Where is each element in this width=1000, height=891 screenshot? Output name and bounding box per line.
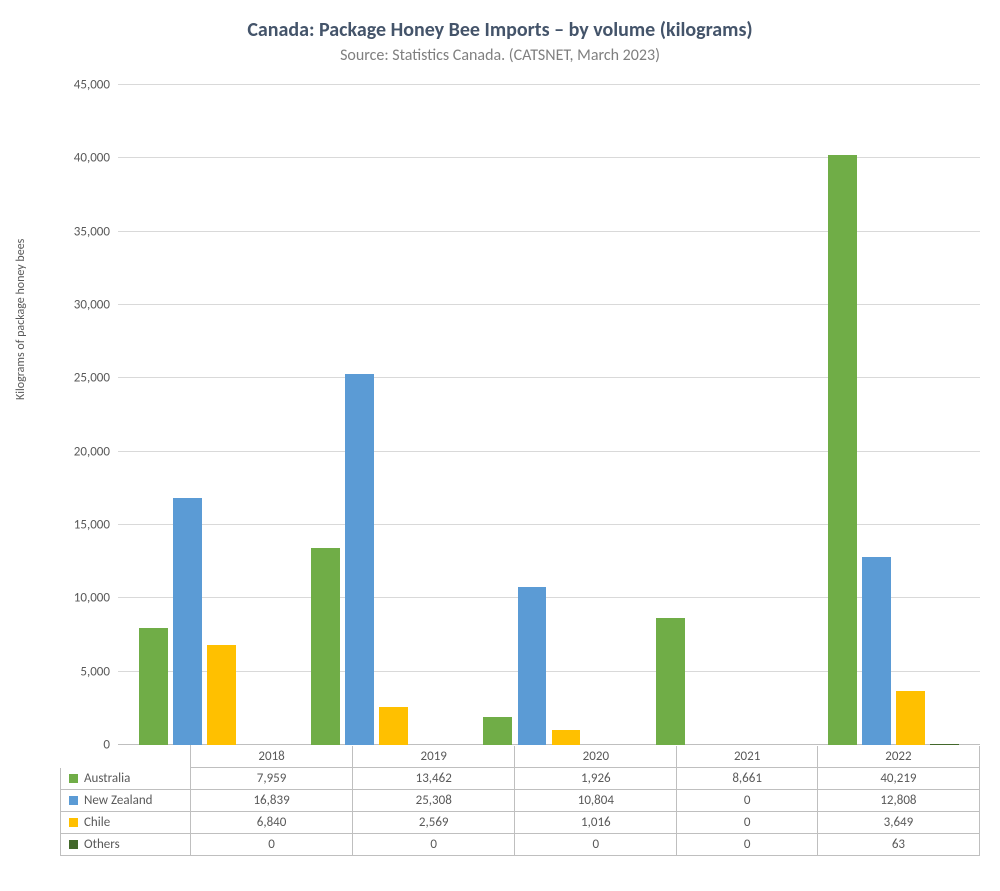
data-cell: 1,016 (515, 811, 677, 833)
data-cell: 0 (677, 833, 817, 855)
y-tick-label: 5,000 (80, 664, 110, 679)
bar-new-zealand (173, 498, 202, 745)
y-tick-label: 10,000 (74, 591, 110, 606)
data-cell: 7,959 (191, 767, 353, 789)
series-header: Chile (61, 811, 191, 833)
title-block: Canada: Package Honey Bee Imports – by v… (0, 0, 1000, 65)
year-group (808, 85, 980, 745)
data-cell: 10,804 (515, 789, 677, 811)
data-cell: 0 (515, 833, 677, 855)
year-group (463, 85, 635, 745)
data-cell: 12,808 (817, 789, 979, 811)
series-header: New Zealand (61, 789, 191, 811)
y-ticks: 05,00010,00015,00020,00025,00030,00035,0… (60, 85, 118, 745)
bars-area (118, 85, 980, 745)
year-header: 2018 (191, 746, 353, 768)
year-header: 2022 (817, 746, 979, 768)
table-header-row: 20182019202020212022 (61, 746, 980, 768)
data-table: 20182019202020212022 Australia 7,95913,462… (60, 745, 980, 856)
data-cell: 1,926 (515, 767, 677, 789)
year-group (290, 85, 462, 745)
y-tick-label: 45,000 (74, 78, 110, 93)
table-row: New Zealand 16,83925,30810,804012,808 (61, 789, 980, 811)
year-header: 2021 (677, 746, 817, 768)
y-tick-label: 20,000 (74, 444, 110, 459)
bar-chile (896, 691, 925, 745)
bar-australia (828, 155, 857, 745)
bar-chile (207, 645, 236, 745)
data-cell: 2,569 (353, 811, 515, 833)
bar-australia (656, 618, 685, 745)
data-cell: 0 (353, 833, 515, 855)
table-row: Others000063 (61, 833, 980, 855)
bar-chile (379, 707, 408, 745)
data-cell: 8,661 (677, 767, 817, 789)
bar-australia (139, 628, 168, 745)
chart-subtitle: Source: Statistics Canada. (CATSNET, Mar… (0, 46, 1000, 65)
year-header: 2020 (515, 746, 677, 768)
table-row: Australia 7,95913,4621,9268,66140,219 (61, 767, 980, 789)
y-tick-label: 25,000 (74, 371, 110, 386)
bar-new-zealand (345, 374, 374, 745)
chart-container: Canada: Package Honey Bee Imports – by v… (0, 0, 1000, 891)
y-tick-label: 35,000 (74, 224, 110, 239)
data-cell: 40,219 (817, 767, 979, 789)
table-row: Chile 6,8402,5691,01603,649 (61, 811, 980, 833)
series-name: New Zealand (84, 793, 153, 808)
legend-swatch-icon (69, 796, 78, 805)
data-cell: 0 (191, 833, 353, 855)
year-group (635, 85, 807, 745)
year-header: 2019 (353, 746, 515, 768)
data-cell: 63 (817, 833, 979, 855)
data-cell: 0 (677, 811, 817, 833)
y-tick-label: 30,000 (74, 298, 110, 313)
bar-new-zealand (862, 557, 891, 745)
legend-swatch-icon (69, 840, 78, 849)
bar-chile (552, 730, 581, 745)
data-cell: 0 (677, 789, 817, 811)
data-cell: 16,839 (191, 789, 353, 811)
series-header: Australia (61, 767, 191, 789)
series-name: Australia (84, 771, 130, 786)
series-name: Others (84, 837, 120, 852)
data-cell: 25,308 (353, 789, 515, 811)
series-header: Others (61, 833, 191, 855)
table-corner-cell (61, 746, 191, 768)
data-cell: 3,649 (817, 811, 979, 833)
data-cell: 13,462 (353, 767, 515, 789)
y-axis-label: Kilograms of package honey bees (14, 239, 28, 400)
y-tick-label: 15,000 (74, 518, 110, 533)
bar-australia (483, 717, 512, 745)
plot-area: 05,00010,00015,00020,00025,00030,00035,0… (60, 85, 980, 745)
data-cell: 6,840 (191, 811, 353, 833)
y-tick-label: 40,000 (74, 151, 110, 166)
bar-australia (311, 548, 340, 745)
chart-title: Canada: Package Honey Bee Imports – by v… (0, 18, 1000, 42)
legend-swatch-icon (69, 774, 78, 783)
legend-swatch-icon (69, 818, 78, 827)
year-group (118, 85, 290, 745)
bar-new-zealand (518, 587, 547, 745)
series-name: Chile (84, 815, 110, 830)
